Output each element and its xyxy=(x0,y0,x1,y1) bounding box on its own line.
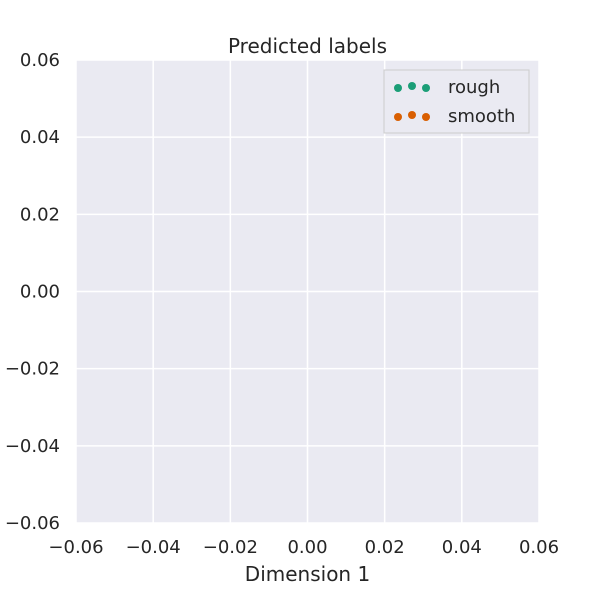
x-tick-label: −0.04 xyxy=(126,537,181,558)
y-tick-label: 0.02 xyxy=(20,204,60,225)
legend-marker xyxy=(422,84,430,92)
x-tick-label: −0.02 xyxy=(203,537,258,558)
x-tick-label: −0.06 xyxy=(48,537,103,558)
legend-marker xyxy=(394,113,402,121)
y-tick-label: 0.00 xyxy=(20,282,60,303)
legend-marker xyxy=(408,82,416,90)
legend-marker xyxy=(394,84,402,92)
x-tick-labels: −0.06 −0.04 −0.02 0.00 0.02 0.04 0.06 xyxy=(48,537,559,558)
legend-label: smooth xyxy=(448,106,515,127)
grid xyxy=(75,59,540,524)
y-tick-label: 0.06 xyxy=(20,50,60,71)
legend-label: rough xyxy=(448,77,500,98)
y-tick-label: −0.06 xyxy=(5,513,60,534)
x-axis-title: Dimension 1 xyxy=(245,562,370,586)
legend-box xyxy=(383,69,530,134)
y-tick-label: 0.04 xyxy=(20,127,60,148)
legend-marker xyxy=(422,113,430,121)
legend: rough smooth xyxy=(383,69,530,134)
x-tick-label: 0.02 xyxy=(365,537,405,558)
chart-title: Predicted labels xyxy=(228,34,387,58)
x-tick-label: 0.06 xyxy=(519,537,559,558)
x-tick-label: 0.00 xyxy=(287,537,327,558)
y-tick-label: −0.02 xyxy=(5,359,60,380)
legend-marker xyxy=(408,111,416,119)
x-tick-label: 0.04 xyxy=(442,537,482,558)
y-tick-labels: −0.06 −0.04 −0.02 0.00 0.02 0.04 0.06 xyxy=(5,50,60,534)
y-tick-label: −0.04 xyxy=(5,436,60,457)
